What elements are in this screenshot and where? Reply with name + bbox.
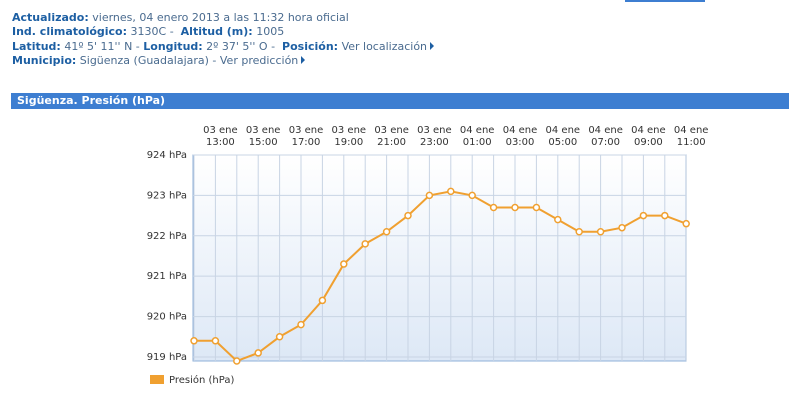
data-point bbox=[190, 337, 198, 345]
x-tick-label: 03 ene 17:00 bbox=[288, 125, 324, 148]
y-tick-label: 924 hPa bbox=[147, 150, 187, 161]
data-point bbox=[425, 191, 434, 200]
data-point bbox=[275, 333, 284, 341]
label: Ind. climatológico: bbox=[12, 25, 128, 38]
value: 41º 5' 11'' N - bbox=[64, 40, 140, 53]
data-point bbox=[554, 215, 562, 224]
x-tick-label: 03 ene 21:00 bbox=[374, 125, 409, 148]
link[interactable]: Ver predicción bbox=[219, 54, 299, 67]
x-tick-label: 04 ene 07:00 bbox=[588, 125, 623, 148]
data-point bbox=[318, 296, 327, 305]
data-point bbox=[532, 203, 541, 212]
data-point bbox=[639, 211, 648, 220]
header-line: Ind. climatológico: 3130C - Altitud (m):… bbox=[12, 25, 284, 38]
link[interactable]: Ver localización bbox=[341, 40, 428, 53]
data-point bbox=[382, 227, 391, 236]
data-point bbox=[468, 191, 476, 200]
data-point bbox=[489, 203, 498, 212]
chart-title: Sigüenza. Presión (hPa) bbox=[11, 93, 789, 109]
legend-swatch bbox=[150, 375, 164, 384]
data-point bbox=[211, 337, 220, 345]
label: Altitud (m): bbox=[180, 25, 253, 38]
y-tick-label: 922 hPa bbox=[147, 231, 187, 242]
legend-label: Presión (hPa) bbox=[169, 374, 234, 386]
label: Municipio: bbox=[12, 54, 77, 67]
data-point bbox=[254, 349, 262, 357]
header-line: Latitud: 41º 5' 11'' N - Longitud: 2º 37… bbox=[12, 40, 435, 53]
x-tick-label: 03 ene 19:00 bbox=[331, 125, 367, 148]
label: Actualizado: bbox=[12, 11, 89, 24]
value: 1005 bbox=[256, 25, 285, 38]
button-edge bbox=[625, 0, 705, 2]
header-line: Actualizado: viernes, 04 enero 2013 a la… bbox=[12, 11, 349, 24]
x-tick-label: 04 ene 09:00 bbox=[631, 125, 666, 148]
data-point bbox=[404, 211, 412, 220]
label: Latitud: bbox=[12, 40, 61, 53]
data-point bbox=[575, 227, 583, 236]
y-tick-label: 921 hPa bbox=[147, 271, 187, 282]
y-tick-label: 920 hPa bbox=[147, 312, 187, 323]
data-point bbox=[682, 219, 690, 228]
value: 3130C - bbox=[130, 25, 174, 38]
x-tick-label: 04 ene 03:00 bbox=[502, 125, 538, 148]
data-point bbox=[297, 320, 305, 329]
value: 2º 37' 5'' O - bbox=[206, 40, 276, 53]
data-point bbox=[618, 223, 626, 232]
label: Posición: bbox=[282, 40, 339, 53]
x-tick-label: 04 ene 05:00 bbox=[545, 125, 581, 148]
data-point bbox=[340, 260, 348, 268]
data-point bbox=[361, 240, 369, 248]
data-point bbox=[661, 211, 669, 220]
x-tick-label: 03 ene 15:00 bbox=[245, 125, 281, 148]
y-tick-label: 923 hPa bbox=[147, 190, 187, 201]
data-point bbox=[447, 187, 455, 196]
value: Sigüenza (Guadalajara) - bbox=[79, 54, 217, 67]
x-tick-label: 03 ene 23:00 bbox=[417, 125, 452, 148]
data-point bbox=[233, 357, 241, 365]
value: viernes, 04 enero 2013 a las 11:32 hora … bbox=[92, 11, 349, 24]
data-point bbox=[596, 227, 605, 236]
x-tick-label: 03 ene 13:00 bbox=[203, 125, 238, 148]
x-tick-label: 04 ene 11:00 bbox=[673, 125, 709, 148]
y-tick-label: 919 hPa bbox=[147, 352, 187, 363]
header-line: Municipio: Sigüenza (Guadalajara) - Ver … bbox=[12, 54, 306, 67]
plot-area bbox=[192, 154, 687, 362]
label: Longitud: bbox=[143, 40, 203, 53]
data-point bbox=[511, 203, 519, 212]
x-tick-label: 04 ene 01:00 bbox=[459, 125, 495, 148]
